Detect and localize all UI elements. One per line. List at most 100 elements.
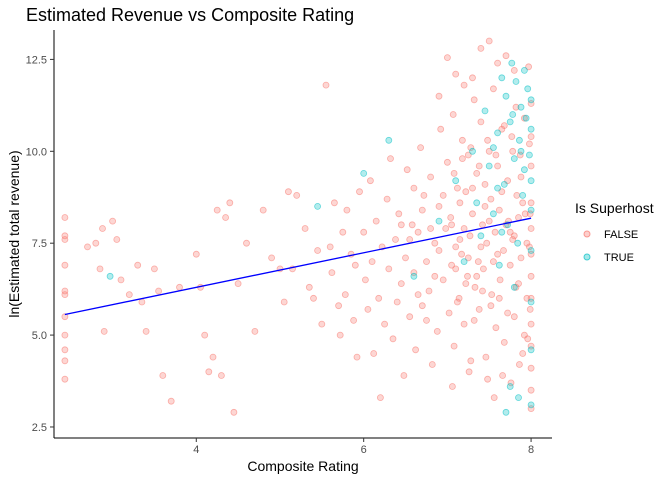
point-false-238 bbox=[526, 140, 533, 148]
point-false-96 bbox=[420, 191, 428, 199]
point-false-90 bbox=[408, 221, 416, 229]
point-false-56 bbox=[330, 199, 338, 207]
point-true-17 bbox=[500, 180, 508, 188]
point-true-22 bbox=[510, 155, 518, 163]
point-true-33 bbox=[527, 96, 535, 104]
point-false-112 bbox=[450, 342, 458, 350]
x-axis-ticks: 4 6 8 bbox=[193, 438, 534, 456]
point-false-191 bbox=[464, 254, 472, 262]
point-false-26 bbox=[167, 397, 175, 405]
point-false-38 bbox=[234, 280, 242, 288]
point-true-1 bbox=[314, 202, 322, 210]
point-false-186 bbox=[435, 92, 443, 100]
point-false-233 bbox=[484, 136, 492, 144]
point-false-211 bbox=[470, 316, 478, 324]
point-false-113 bbox=[452, 243, 460, 251]
point-true-41 bbox=[515, 394, 522, 402]
point-false-32 bbox=[209, 353, 217, 361]
trend-line bbox=[64, 217, 532, 316]
point-false-204 bbox=[494, 250, 502, 258]
point-true-9 bbox=[473, 199, 481, 207]
point-false-242 bbox=[499, 372, 507, 379]
point-false-161 bbox=[519, 350, 527, 357]
point-false-241 bbox=[482, 353, 490, 361]
point-true-7 bbox=[460, 258, 468, 266]
point-true-12 bbox=[485, 162, 493, 170]
point-false-13 bbox=[96, 265, 104, 273]
point-false-28 bbox=[192, 250, 200, 258]
point-false-125 bbox=[469, 210, 476, 218]
point-false-166 bbox=[526, 243, 533, 251]
x-tick-label: 8 bbox=[528, 444, 534, 456]
legend-key-true bbox=[583, 253, 591, 261]
point-true-35 bbox=[527, 206, 535, 214]
point-false-106 bbox=[442, 225, 450, 232]
point-false-230 bbox=[458, 155, 466, 163]
point-false-40 bbox=[251, 327, 259, 335]
point-false-21 bbox=[138, 298, 146, 306]
point-false-142 bbox=[492, 324, 500, 332]
point-true-42 bbox=[527, 346, 535, 354]
point-false-184 bbox=[485, 37, 493, 45]
point-true-6 bbox=[452, 177, 460, 185]
point-false-55 bbox=[328, 269, 336, 277]
point-false-105 bbox=[439, 276, 447, 284]
point-false-50 bbox=[310, 294, 317, 302]
point-false-147 bbox=[500, 247, 507, 254]
point-false-195 bbox=[498, 188, 506, 196]
point-false-61 bbox=[343, 206, 351, 214]
point-false-244 bbox=[490, 394, 498, 402]
point-true-34 bbox=[527, 177, 535, 185]
point-false-72 bbox=[370, 350, 378, 357]
point-true-18 bbox=[502, 92, 510, 100]
point-false-85 bbox=[397, 280, 405, 288]
point-false-86 bbox=[400, 372, 408, 379]
point-false-172 bbox=[527, 294, 535, 302]
x-tick-label: 6 bbox=[361, 444, 367, 456]
point-true-47 bbox=[521, 67, 528, 74]
point-false-104 bbox=[437, 125, 445, 133]
point-true-32 bbox=[527, 125, 535, 133]
x-axis-title: Composite Rating bbox=[247, 458, 358, 474]
point-false-33 bbox=[213, 206, 221, 214]
point-true-25 bbox=[516, 136, 523, 144]
point-true-44 bbox=[498, 228, 506, 236]
point-true-40 bbox=[506, 383, 514, 390]
point-false-197 bbox=[515, 214, 522, 221]
point-true-10 bbox=[477, 232, 485, 240]
point-true-31 bbox=[526, 151, 533, 159]
point-false-207 bbox=[519, 199, 527, 207]
point-true-14 bbox=[494, 129, 502, 137]
point-false-160 bbox=[517, 254, 525, 262]
point-true-38 bbox=[527, 401, 535, 409]
point-false-193 bbox=[481, 202, 489, 210]
point-false-69 bbox=[364, 305, 372, 313]
point-false-115 bbox=[455, 294, 463, 302]
point-false-157 bbox=[513, 191, 521, 199]
point-true-30 bbox=[524, 85, 532, 93]
point-false-57 bbox=[335, 302, 343, 310]
point-false-109 bbox=[447, 214, 455, 221]
point-true-5 bbox=[435, 217, 443, 225]
point-false-11 bbox=[84, 243, 91, 251]
point-false-194 bbox=[489, 258, 497, 266]
point-false-34 bbox=[217, 372, 225, 379]
point-false-8 bbox=[61, 346, 69, 354]
x-tick-label: 4 bbox=[193, 444, 199, 456]
point-false-221 bbox=[427, 225, 435, 232]
point-false-17 bbox=[113, 236, 121, 243]
point-false-229 bbox=[450, 169, 458, 177]
point-false-239 bbox=[448, 383, 456, 390]
point-false-9 bbox=[61, 357, 69, 365]
point-true-8 bbox=[469, 147, 476, 155]
point-false-116 bbox=[456, 199, 464, 207]
point-false-177 bbox=[527, 405, 535, 413]
point-false-5 bbox=[61, 291, 69, 299]
point-false-132 bbox=[479, 221, 486, 229]
point-false-16 bbox=[109, 217, 116, 225]
point-false-227 bbox=[406, 236, 414, 243]
point-false-128 bbox=[473, 169, 481, 177]
point-false-163 bbox=[521, 210, 529, 218]
legend-label-false: FALSE bbox=[604, 229, 638, 241]
point-false-12 bbox=[92, 239, 100, 247]
